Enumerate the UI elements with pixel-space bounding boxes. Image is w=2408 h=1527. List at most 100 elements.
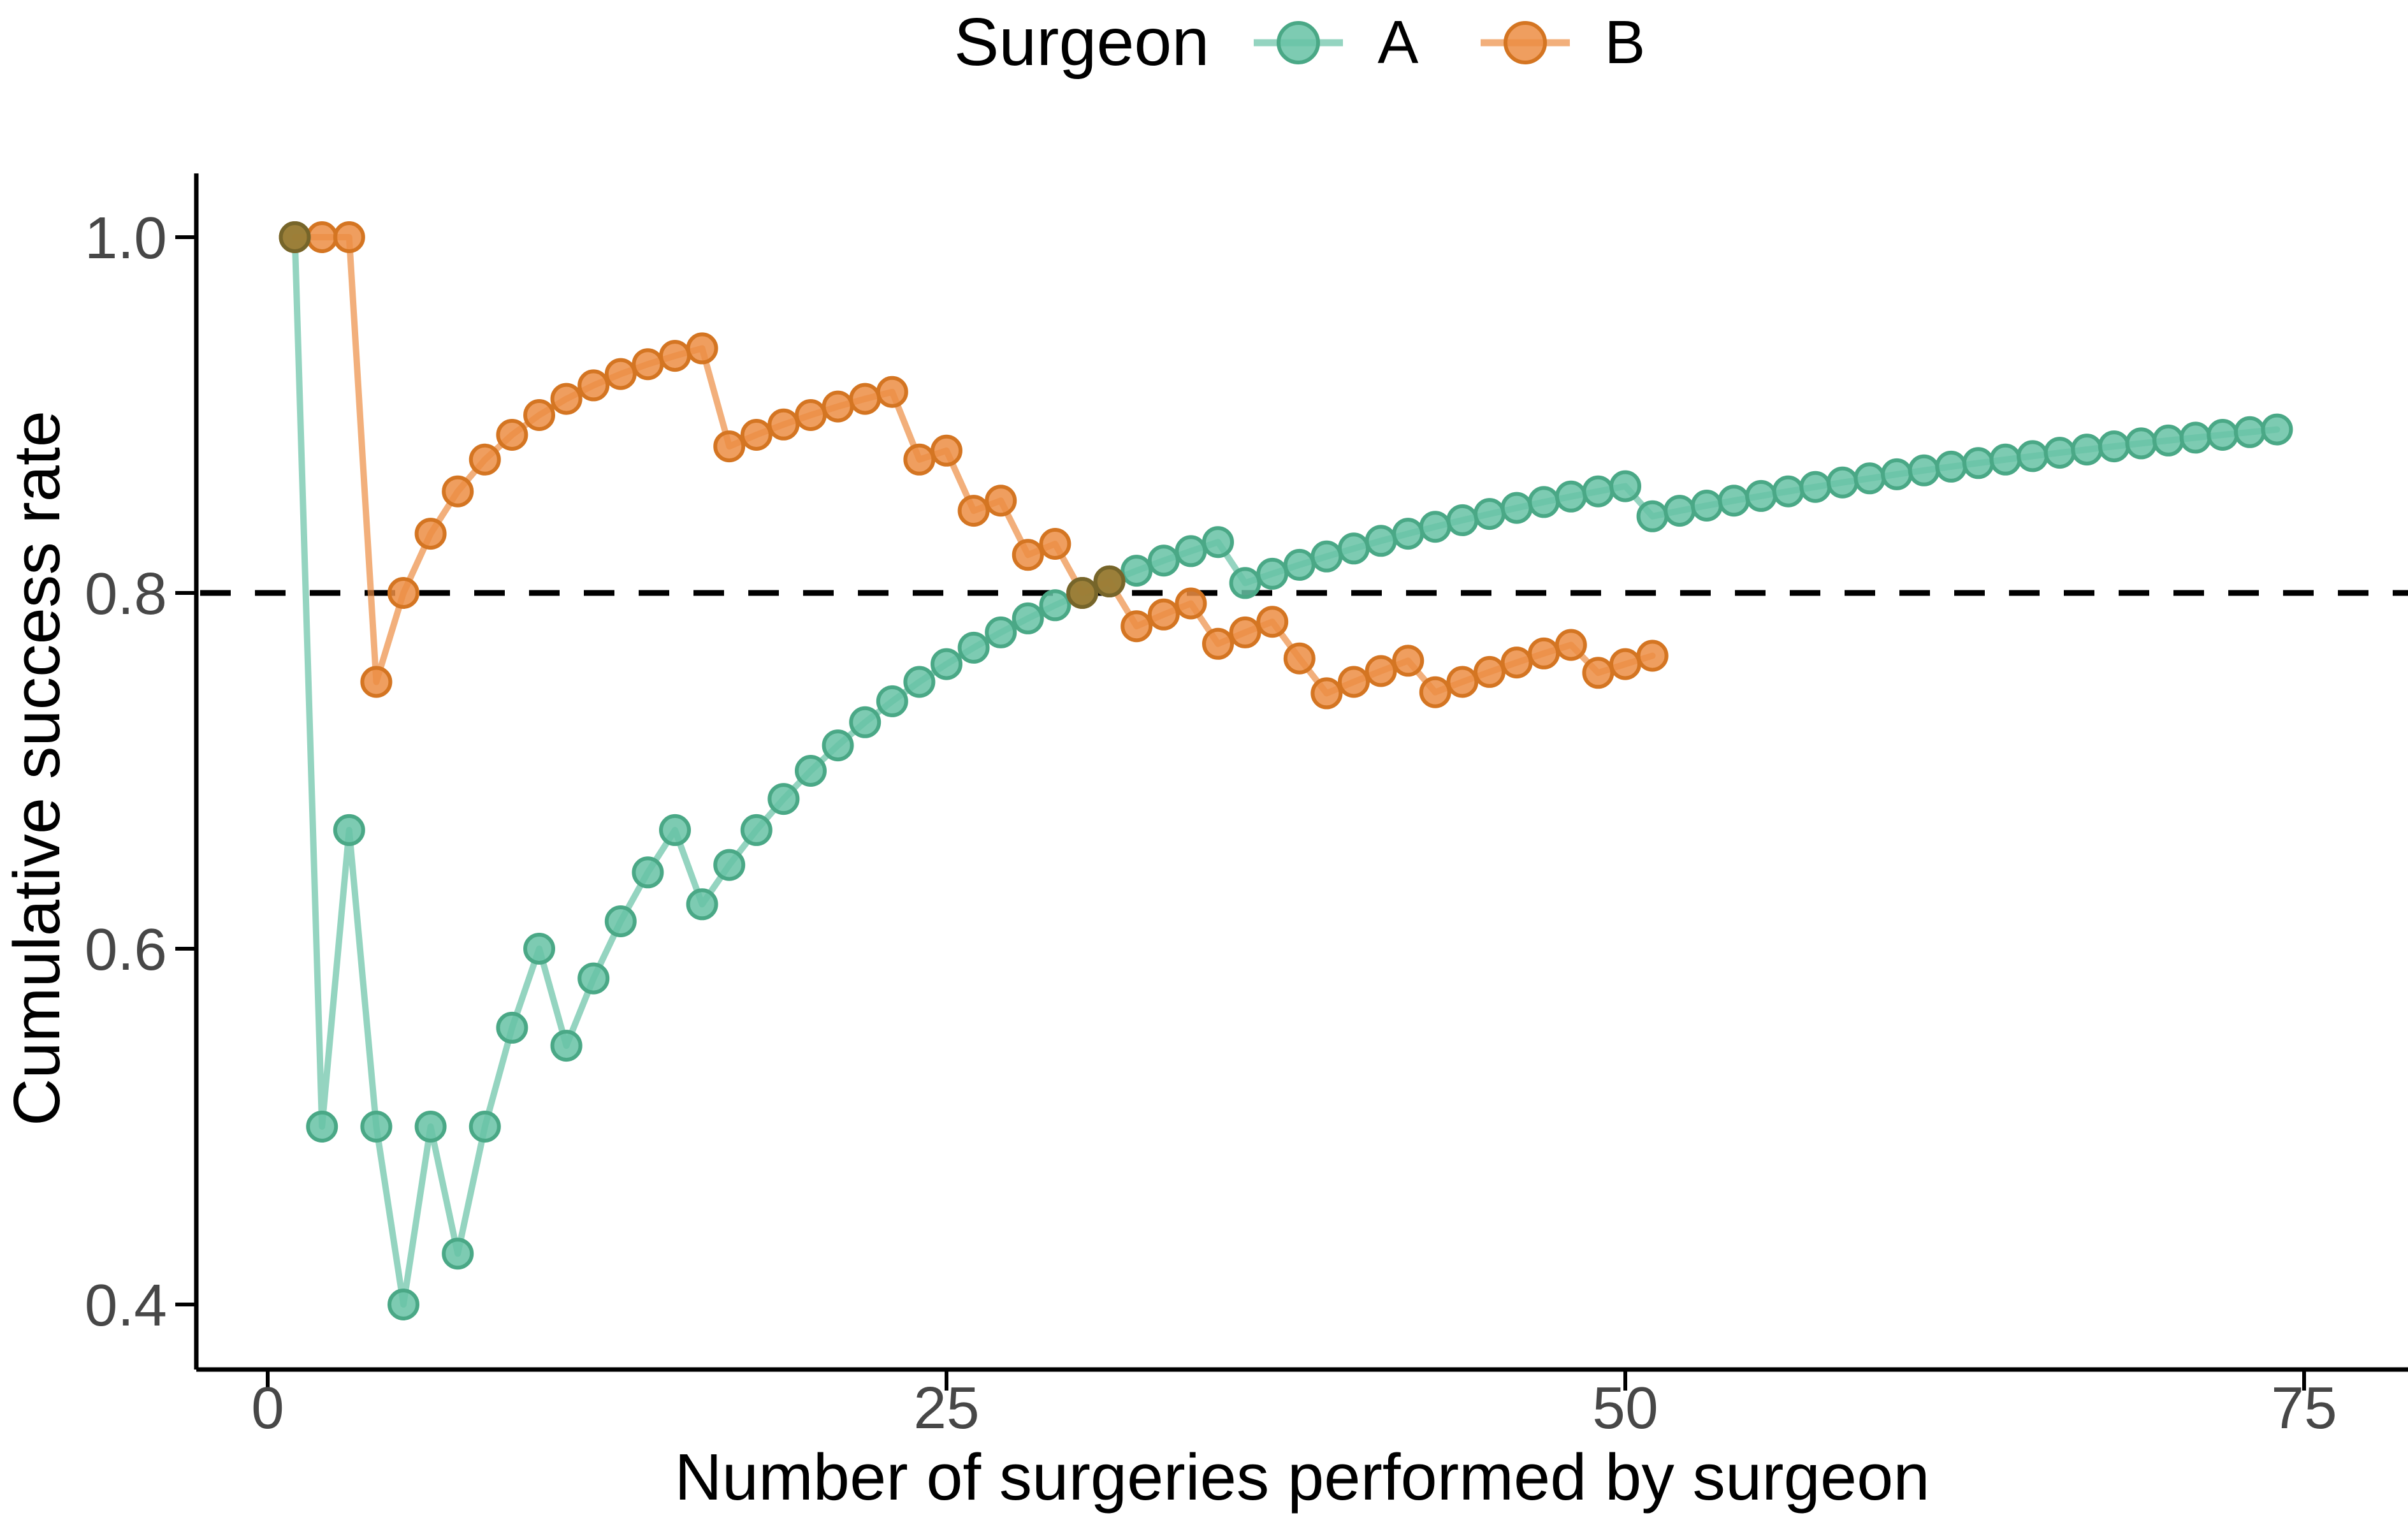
data-point-A bbox=[1365, 525, 1397, 557]
data-point-B bbox=[1256, 606, 1289, 638]
data-point-A bbox=[931, 648, 962, 680]
data-point-A bbox=[1419, 511, 1451, 543]
data-point-A bbox=[1690, 490, 1723, 522]
data-point-A bbox=[1935, 450, 1968, 483]
data-point-A bbox=[659, 814, 691, 846]
data-point-B bbox=[1528, 637, 1560, 669]
data-point-A bbox=[496, 1011, 528, 1044]
data-point-A bbox=[1283, 548, 1316, 581]
data-point-A bbox=[1338, 532, 1370, 565]
data-point-B bbox=[1147, 598, 1180, 631]
data-point-A bbox=[1636, 500, 1669, 532]
data-point-B bbox=[1636, 639, 1669, 672]
data-point-B bbox=[388, 577, 419, 609]
data-point-B bbox=[1365, 655, 1397, 687]
data-point-A bbox=[604, 905, 637, 937]
data-point-A bbox=[985, 616, 1017, 648]
data-point-B bbox=[523, 399, 555, 431]
data-point-B bbox=[1392, 645, 1425, 677]
overlap-point bbox=[279, 221, 311, 253]
data-point-A bbox=[1881, 458, 1913, 490]
data-point-A bbox=[822, 729, 854, 762]
x-tick-label: 75 bbox=[2271, 1375, 2337, 1441]
y-tick-label: 0.4 bbox=[85, 1272, 167, 1338]
overlap-point bbox=[1066, 577, 1098, 609]
data-point-B bbox=[931, 434, 962, 467]
x-tick-label: 0 bbox=[251, 1375, 284, 1441]
data-point-B bbox=[957, 495, 990, 527]
data-point-A bbox=[550, 1030, 583, 1062]
data-point-A bbox=[1989, 443, 2022, 476]
data-point-A bbox=[713, 849, 746, 881]
data-point-A bbox=[903, 666, 936, 698]
data-point-A bbox=[1474, 498, 1505, 530]
data-point-A bbox=[767, 783, 800, 815]
data-point-B bbox=[360, 666, 393, 698]
data-point-A bbox=[2179, 421, 2212, 454]
data-point-A bbox=[1609, 470, 1641, 502]
data-point-B bbox=[740, 419, 772, 451]
data-point-B bbox=[468, 443, 501, 476]
data-point-A bbox=[1582, 475, 1614, 508]
data-point-B bbox=[1202, 627, 1234, 660]
data-point-A bbox=[1853, 462, 1886, 495]
y-tick-label: 0.8 bbox=[85, 560, 167, 627]
data-point-A bbox=[2233, 416, 2266, 448]
data-point-B bbox=[442, 475, 474, 508]
data-point-A bbox=[1310, 540, 1343, 573]
data-point-A bbox=[414, 1111, 447, 1143]
data-point-A bbox=[1908, 454, 1940, 486]
data-point-B bbox=[1419, 676, 1451, 708]
data-point-A bbox=[442, 1238, 474, 1270]
data-point-B bbox=[1474, 655, 1505, 688]
data-point-A bbox=[957, 631, 990, 664]
data-point-B bbox=[686, 332, 718, 365]
data-point-B bbox=[1500, 647, 1533, 679]
data-point-A bbox=[388, 1289, 419, 1320]
data-point-A bbox=[2261, 413, 2293, 446]
data-point-B bbox=[985, 485, 1017, 517]
data-point-A bbox=[306, 1111, 338, 1143]
data-point-B bbox=[306, 221, 338, 253]
data-point-B bbox=[1175, 587, 1207, 620]
data-point-B bbox=[795, 399, 827, 431]
data-point-B bbox=[1121, 610, 1153, 643]
data-point-B bbox=[1039, 528, 1071, 560]
legend-title: Surgeon bbox=[954, 4, 1210, 80]
legend-label-b: B bbox=[1604, 8, 1646, 77]
data-point-B bbox=[1338, 666, 1370, 698]
data-point-B bbox=[1555, 629, 1587, 661]
data-point-A bbox=[2043, 437, 2076, 469]
data-point-B bbox=[1582, 657, 1614, 689]
data-point-B bbox=[822, 390, 854, 423]
data-point-A bbox=[1718, 485, 1750, 517]
data-point-B bbox=[849, 383, 881, 415]
data-point-A bbox=[1962, 447, 1994, 479]
data-point-B bbox=[1446, 666, 1479, 698]
data-point-B bbox=[767, 408, 800, 441]
x-tick-label: 25 bbox=[913, 1375, 979, 1441]
data-point-B bbox=[903, 443, 936, 476]
data-point-B bbox=[550, 383, 583, 415]
data-point-B bbox=[1609, 648, 1641, 680]
data-point-A bbox=[1256, 557, 1289, 590]
overlap-point bbox=[1093, 565, 1126, 597]
data-point-A bbox=[577, 962, 610, 995]
x-axis-title: Number of surgeries performed by surgeon bbox=[674, 1440, 1930, 1514]
data-point-A bbox=[1446, 504, 1479, 536]
data-point-A bbox=[1772, 475, 1804, 508]
data-point-A bbox=[523, 933, 555, 965]
data-point-A bbox=[1664, 495, 1696, 527]
legend-entry-b: B bbox=[1477, 6, 1645, 80]
legend-key-b-icon bbox=[1481, 20, 1570, 64]
data-point-A bbox=[1555, 480, 1587, 513]
data-point-A bbox=[1147, 544, 1180, 577]
data-point-B bbox=[632, 348, 664, 381]
y-tick-label: 0.6 bbox=[85, 916, 167, 983]
data-point-B bbox=[604, 358, 637, 390]
data-point-B bbox=[333, 221, 365, 253]
data-point-A bbox=[795, 755, 827, 787]
data-point-B bbox=[1229, 616, 1261, 648]
